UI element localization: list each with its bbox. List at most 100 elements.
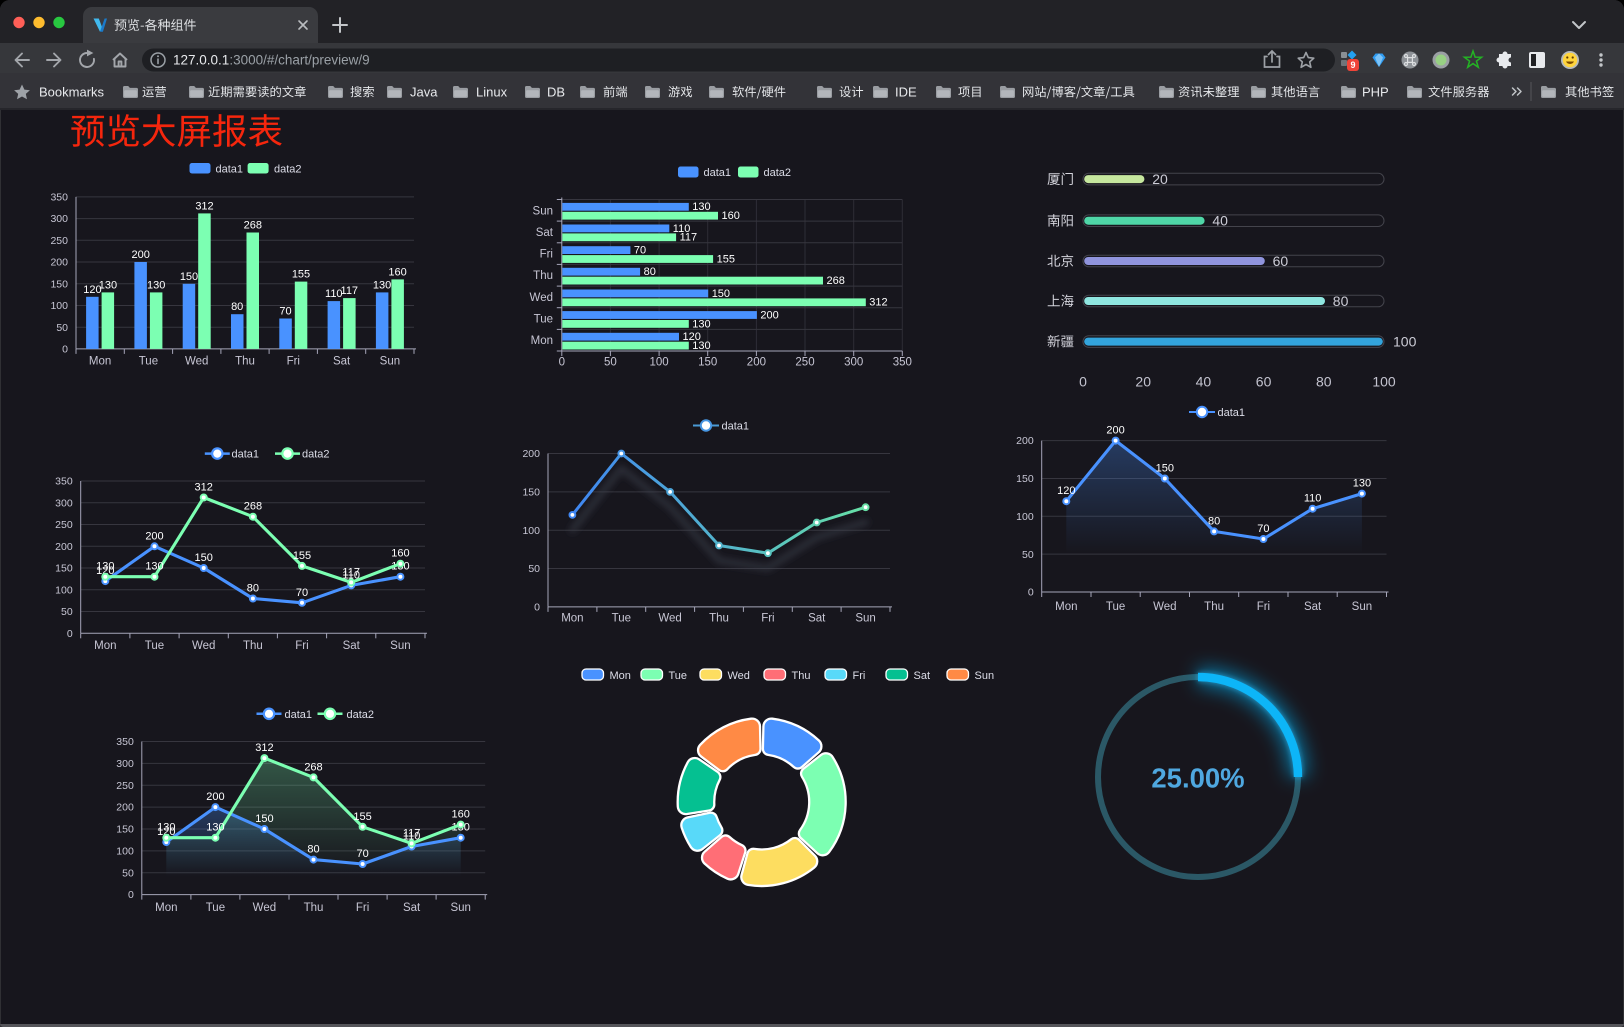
svg-text:DB: DB — [547, 84, 565, 99]
svg-text:Thu: Thu — [533, 270, 553, 282]
svg-text:Thu: Thu — [1204, 601, 1224, 613]
svg-text:Tue: Tue — [206, 902, 225, 914]
svg-text:250: 250 — [50, 235, 68, 247]
svg-text:Sun: Sun — [975, 670, 995, 682]
svg-text:130: 130 — [1353, 478, 1371, 490]
svg-text:Fri: Fri — [287, 356, 300, 368]
svg-text:80: 80 — [247, 583, 259, 595]
svg-text:160: 160 — [388, 266, 406, 278]
svg-text:25.00%: 25.00% — [1151, 763, 1244, 794]
svg-text:268: 268 — [304, 761, 322, 773]
svg-text:160: 160 — [391, 548, 409, 560]
svg-text:80: 80 — [1316, 374, 1332, 390]
svg-text:Sun: Sun — [380, 356, 400, 368]
svg-text:130: 130 — [206, 822, 224, 834]
svg-text:data2: data2 — [302, 449, 330, 461]
svg-text:data2: data2 — [347, 709, 375, 721]
svg-text:Thu: Thu — [235, 356, 255, 368]
svg-text:Sat: Sat — [1304, 601, 1322, 613]
svg-text:350: 350 — [50, 192, 68, 204]
svg-text:160: 160 — [722, 210, 740, 222]
svg-text:Fri: Fri — [295, 640, 308, 652]
svg-text:200: 200 — [1016, 435, 1034, 447]
svg-text:20: 20 — [1152, 171, 1168, 187]
svg-text:268: 268 — [827, 275, 845, 287]
svg-text:Fri: Fri — [761, 613, 774, 625]
svg-text:0: 0 — [128, 889, 134, 901]
svg-text:0: 0 — [67, 628, 73, 640]
svg-text:117: 117 — [680, 232, 698, 244]
svg-text:Tue: Tue — [139, 356, 158, 368]
svg-text:Mon: Mon — [1055, 601, 1077, 613]
svg-text:0: 0 — [1079, 374, 1087, 390]
svg-text:150: 150 — [1156, 463, 1174, 475]
svg-text:Sat: Sat — [403, 902, 421, 914]
svg-text:155: 155 — [293, 550, 311, 562]
svg-text:100: 100 — [116, 846, 134, 858]
svg-text:data2: data2 — [274, 163, 302, 175]
svg-text:Sun: Sun — [1352, 601, 1372, 613]
svg-text:127.0.0.1:3000/#/chart/preview: 127.0.0.1:3000/#/chart/preview/9 — [173, 53, 370, 68]
svg-text:200: 200 — [132, 249, 150, 261]
svg-text:Sun: Sun — [390, 640, 410, 652]
svg-text:160: 160 — [452, 809, 470, 821]
svg-text:Thu: Thu — [304, 902, 324, 914]
svg-text:Thu: Thu — [709, 613, 729, 625]
svg-text:130: 130 — [145, 561, 163, 573]
svg-text:0: 0 — [534, 602, 540, 614]
svg-text:312: 312 — [195, 200, 213, 212]
svg-text:200: 200 — [522, 448, 540, 460]
svg-text:120: 120 — [683, 331, 701, 343]
svg-text:Linux: Linux — [476, 84, 508, 99]
svg-text:130: 130 — [96, 561, 114, 573]
svg-text:70: 70 — [356, 848, 368, 860]
svg-text:120: 120 — [1057, 485, 1075, 497]
svg-text:150: 150 — [195, 552, 213, 564]
svg-text:50: 50 — [122, 867, 134, 879]
svg-text:PHP: PHP — [1362, 84, 1389, 99]
svg-text:110: 110 — [403, 831, 421, 843]
svg-text:60: 60 — [1273, 253, 1289, 269]
svg-text:100: 100 — [650, 357, 669, 369]
svg-text:120: 120 — [83, 284, 101, 296]
svg-text:100: 100 — [1393, 334, 1417, 350]
svg-text:Wed: Wed — [253, 902, 276, 914]
svg-text:data1: data1 — [216, 163, 244, 175]
svg-text:155: 155 — [717, 253, 735, 265]
svg-text:Sat: Sat — [333, 356, 351, 368]
svg-text:0: 0 — [62, 344, 68, 356]
svg-text:data2: data2 — [764, 167, 792, 179]
svg-text:117: 117 — [341, 285, 359, 297]
svg-text:200: 200 — [50, 257, 68, 269]
svg-text:0: 0 — [559, 357, 565, 369]
svg-text:Mon: Mon — [531, 335, 553, 347]
svg-text:Sat: Sat — [914, 670, 931, 682]
svg-text:155: 155 — [292, 269, 310, 281]
svg-text:50: 50 — [61, 606, 73, 618]
svg-text:Thu: Thu — [243, 640, 263, 652]
svg-text:Sun: Sun — [855, 613, 875, 625]
svg-text:data1: data1 — [232, 449, 260, 461]
svg-text:data1: data1 — [704, 167, 732, 179]
svg-text:350: 350 — [116, 736, 134, 748]
svg-text:Bookmarks: Bookmarks — [39, 84, 105, 99]
svg-text:130: 130 — [373, 279, 391, 291]
svg-text:155: 155 — [353, 811, 371, 823]
svg-text:150: 150 — [255, 813, 273, 825]
svg-text:300: 300 — [844, 357, 863, 369]
svg-text:Tue: Tue — [145, 640, 164, 652]
svg-text:Sat: Sat — [343, 640, 361, 652]
svg-text:Sun: Sun — [533, 205, 553, 217]
svg-text:100: 100 — [1016, 511, 1034, 523]
svg-text:70: 70 — [1257, 523, 1269, 535]
svg-text:Wed: Wed — [192, 640, 215, 652]
svg-text:350: 350 — [893, 357, 912, 369]
svg-text:80: 80 — [231, 301, 243, 313]
svg-text:Mon: Mon — [89, 356, 111, 368]
svg-text:100: 100 — [522, 525, 540, 537]
svg-text:268: 268 — [244, 501, 262, 513]
svg-text:200: 200 — [1106, 425, 1124, 437]
svg-text:Fri: Fri — [1257, 601, 1270, 613]
svg-text:130: 130 — [692, 340, 710, 352]
svg-text:200: 200 — [206, 791, 224, 803]
